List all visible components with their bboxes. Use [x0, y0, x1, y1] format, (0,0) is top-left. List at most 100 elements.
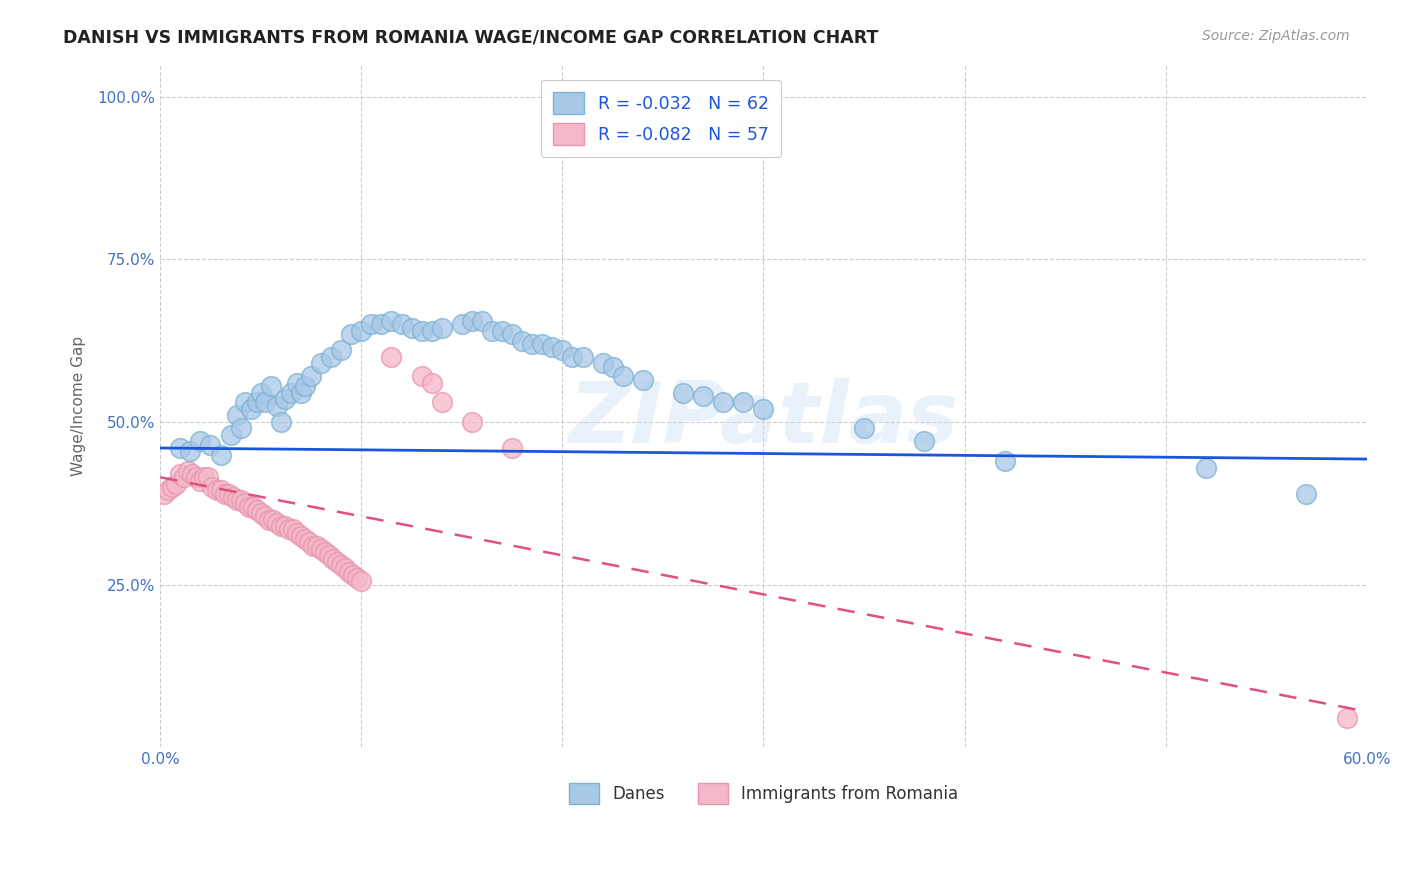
Point: [501, 327, 523, 342]
Point: [1295, 486, 1317, 500]
Point: [711, 395, 734, 409]
Point: [246, 503, 269, 517]
Point: [461, 314, 484, 328]
Point: [262, 512, 284, 526]
Point: [1195, 460, 1218, 475]
Point: [153, 486, 176, 500]
Point: [346, 571, 368, 585]
Point: [221, 490, 243, 504]
Point: [340, 327, 363, 342]
Point: [173, 470, 195, 484]
Point: [209, 448, 232, 462]
Point: [450, 318, 472, 332]
Point: [360, 318, 382, 332]
Point: [274, 519, 297, 533]
Point: [912, 434, 935, 449]
Point: [290, 385, 312, 400]
Point: [285, 525, 308, 540]
Point: [551, 343, 574, 358]
Point: [219, 428, 242, 442]
Point: [335, 561, 357, 575]
Point: [266, 516, 288, 530]
Point: [294, 379, 316, 393]
Point: [201, 480, 224, 494]
Point: [260, 379, 283, 393]
Point: [420, 376, 443, 390]
Point: [233, 395, 256, 409]
Point: [481, 324, 503, 338]
Point: [281, 522, 304, 536]
Point: [157, 483, 180, 498]
Point: [430, 320, 453, 334]
Point: [242, 500, 264, 514]
Point: [314, 545, 336, 559]
Point: [430, 395, 453, 409]
Point: [733, 395, 755, 409]
Point: [342, 567, 364, 582]
Point: [249, 506, 271, 520]
Point: [209, 483, 232, 498]
Point: [571, 350, 593, 364]
Point: [326, 555, 349, 569]
Text: ZIPatlas: ZIPatlas: [568, 378, 959, 461]
Point: [491, 324, 513, 338]
Point: [249, 385, 271, 400]
Point: [321, 350, 343, 364]
Point: [200, 438, 222, 452]
Point: [401, 320, 423, 334]
Point: [350, 324, 373, 338]
Point: [631, 373, 654, 387]
Legend: Danes, Immigrants from Romania: Danes, Immigrants from Romania: [558, 772, 969, 814]
Point: [190, 434, 212, 449]
Point: [302, 539, 325, 553]
Point: [205, 483, 228, 498]
Point: [391, 318, 413, 332]
Point: [541, 340, 564, 354]
Point: [461, 415, 484, 429]
Point: [510, 334, 533, 348]
Point: [330, 558, 353, 573]
Point: [370, 318, 392, 332]
Point: [270, 519, 292, 533]
Point: [592, 356, 614, 370]
Point: [322, 551, 344, 566]
Point: [218, 486, 240, 500]
Point: [561, 350, 583, 364]
Point: [197, 470, 219, 484]
Point: [672, 385, 695, 400]
Point: [277, 522, 299, 536]
Point: [309, 541, 332, 556]
Point: [309, 356, 332, 370]
Point: [330, 343, 353, 358]
Point: [692, 389, 714, 403]
Point: [380, 314, 402, 328]
Point: [522, 337, 544, 351]
Point: [214, 486, 236, 500]
Point: [186, 470, 208, 484]
Point: [298, 535, 321, 549]
Point: [193, 470, 215, 484]
Point: [411, 369, 433, 384]
Y-axis label: Wage/Income Gap: Wage/Income Gap: [72, 335, 86, 475]
Point: [337, 565, 360, 579]
Point: [179, 444, 201, 458]
Point: [612, 369, 634, 384]
Point: [229, 421, 252, 435]
Point: [246, 395, 269, 409]
Point: [285, 376, 308, 390]
Point: [531, 337, 554, 351]
Point: [253, 509, 276, 524]
Point: [270, 415, 292, 429]
Point: [229, 493, 252, 508]
Point: [994, 454, 1017, 468]
Point: [225, 409, 247, 423]
Point: [169, 467, 191, 481]
Point: [853, 421, 876, 435]
Point: [274, 392, 297, 407]
Point: [225, 493, 247, 508]
Point: [299, 369, 322, 384]
Point: [501, 441, 523, 455]
Point: [411, 324, 433, 338]
Point: [253, 395, 276, 409]
Point: [290, 529, 312, 543]
